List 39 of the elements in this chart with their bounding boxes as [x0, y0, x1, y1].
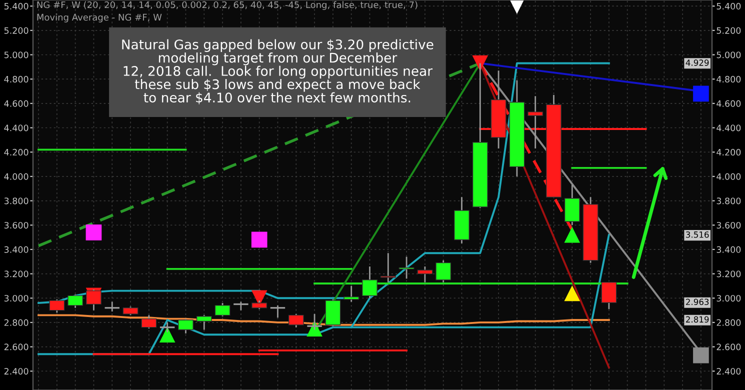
y-tick-label: 3.800	[4, 198, 28, 204]
y-tick-label: 5.200	[4, 27, 28, 34]
y2-tick-label: 5.000	[716, 52, 741, 58]
y-tick-label: 5.400	[4, 2, 28, 10]
y-tick-label: 3.400	[4, 246, 28, 253]
annotation: 2.963	[686, 298, 709, 306]
y-tick-label: 4.200	[4, 148, 28, 156]
y2-tick-label: 3.200	[716, 270, 741, 278]
y-tick-label: 4.800	[4, 76, 28, 83]
y-tick-label: 3.600	[4, 222, 28, 229]
y-tick-label: 4.000	[4, 173, 28, 180]
y-tick-label: 3.200	[4, 270, 28, 278]
annotation: Moving Average - NG #F, W	[37, 14, 162, 22]
y-tick-label: 4.400	[4, 124, 28, 132]
y2-tick-label: 4.400	[716, 124, 741, 132]
y-tick-label: 4.600	[4, 100, 28, 107]
annotation: NG #F, W (20, 20, 14, 14, 0.05, 0.002, 0.2, 65, 40, 45, -45, Long, false, true, true, 7)	[37, 1, 418, 10]
y2-tick-label: 3.400	[716, 246, 741, 253]
annotation: 2.819	[686, 316, 709, 323]
annotation: Natural Gas gapped below our $3.20 predictive modeling target from our December 12, 2018 call. Look for long opportunities near these sub $3 lows and expect a move back to near $4.10 over the next few months.	[122, 39, 434, 104]
y2-tick-label: 3.800	[716, 198, 741, 204]
y2-tick-label: 3.600	[716, 222, 741, 229]
y-tick-label: 2.800	[4, 319, 28, 326]
y2-tick-label: 4.000	[716, 173, 741, 180]
annotation: 4.929	[686, 60, 709, 66]
y2-tick-label: 5.200	[716, 27, 741, 34]
y2-tick-label: 2.600	[716, 344, 741, 350]
y2-tick-label: 2.800	[716, 319, 741, 326]
y2-tick-label: 4.800	[716, 76, 741, 83]
y2-tick-label: 2.400	[716, 368, 741, 375]
y-tick-label: 3.000	[4, 294, 28, 302]
y2-tick-label: 5.400	[716, 2, 741, 10]
y-tick-label: 2.400	[4, 368, 28, 375]
y2-tick-label: 3.000	[716, 294, 741, 302]
y2-tick-label: 4.200	[716, 148, 741, 156]
y-tick-label: 5.000	[4, 52, 28, 58]
y-tick-label: 2.600	[4, 344, 28, 350]
annotation: 3.516	[686, 231, 709, 238]
y2-tick-label: 4.600	[716, 100, 741, 107]
